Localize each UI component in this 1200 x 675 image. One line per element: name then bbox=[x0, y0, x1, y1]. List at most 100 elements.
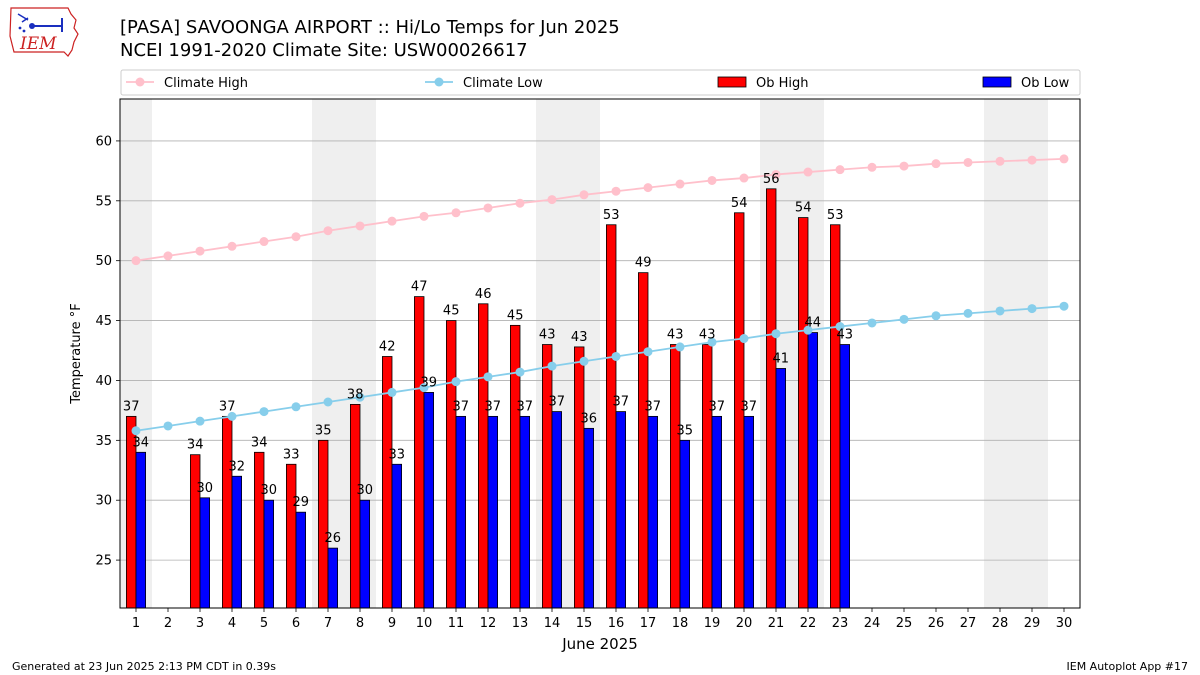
climate-high-point bbox=[931, 159, 941, 169]
ob-low-value-label: 26 bbox=[325, 531, 342, 546]
ob-low-bar bbox=[231, 475, 243, 609]
ob-high-bar bbox=[606, 224, 617, 609]
ob-low-bar bbox=[839, 344, 851, 609]
climate-low-point bbox=[387, 387, 397, 397]
ob-low-value-label: 33 bbox=[389, 447, 406, 462]
ob-high-bar bbox=[445, 320, 457, 609]
climate-low-point bbox=[611, 351, 621, 361]
x-tick-label: 27 bbox=[960, 616, 977, 631]
x-tick-label: 7 bbox=[324, 616, 332, 631]
ob-low-value-label: 30 bbox=[357, 483, 374, 498]
ob-low-value-label: 36 bbox=[581, 411, 598, 426]
x-tick-label: 2 bbox=[164, 616, 172, 631]
ob-low-value-label: 37 bbox=[709, 399, 726, 414]
x-tick-label: 11 bbox=[448, 616, 465, 631]
climate-low-point bbox=[291, 402, 301, 412]
y-tick-label: 40 bbox=[95, 374, 112, 389]
ob-low-value-label: 30 bbox=[197, 481, 214, 496]
ob-low-bar bbox=[583, 427, 595, 609]
y-tick-label: 25 bbox=[95, 554, 112, 569]
footer-generated: Generated at 23 Jun 2025 2:13 PM CDT in … bbox=[12, 660, 277, 673]
climate-high-point bbox=[771, 169, 781, 179]
ob-high-bar bbox=[477, 303, 489, 609]
climate-low-point bbox=[547, 361, 557, 371]
x-tick-label: 9 bbox=[388, 616, 396, 631]
x-tick-label: 26 bbox=[928, 616, 945, 631]
ob-high-value-label: 47 bbox=[411, 280, 428, 295]
climate-high-point bbox=[1059, 154, 1069, 164]
ob-low-bar bbox=[295, 511, 307, 609]
climate-high-point bbox=[643, 183, 653, 193]
climate-high-point bbox=[1027, 155, 1037, 165]
legend-ob-low-swatch bbox=[982, 76, 1012, 88]
climate-low-point bbox=[515, 367, 525, 377]
climate-high-point bbox=[611, 186, 621, 196]
ob-high-value-label: 43 bbox=[667, 328, 684, 343]
weekend-shade bbox=[984, 99, 1048, 608]
ob-low-value-label: 44 bbox=[805, 316, 822, 331]
footer-app-id: IEM Autoplot App #17 bbox=[1066, 660, 1189, 673]
ob-low-value-label: 29 bbox=[293, 495, 310, 510]
climate-low-point bbox=[227, 411, 237, 421]
chart-title: [PASA] SAVOONGA AIRPORT :: Hi/Lo Temps f… bbox=[120, 17, 620, 38]
iem-logo: IEM bbox=[8, 6, 82, 62]
ob-low-bar bbox=[807, 332, 819, 609]
ob-high-bar bbox=[285, 463, 297, 609]
ob-low-value-label: 30 bbox=[261, 483, 278, 498]
climate-high-point bbox=[163, 251, 173, 261]
ob-high-value-label: 54 bbox=[731, 196, 748, 211]
ob-high-value-label: 43 bbox=[699, 328, 716, 343]
climate-low-point bbox=[419, 383, 429, 393]
ob-high-value-label: 37 bbox=[219, 399, 236, 414]
climate-low-point bbox=[995, 306, 1005, 316]
ob-high-bar bbox=[413, 296, 425, 609]
ob-high-value-label: 34 bbox=[187, 438, 204, 453]
ob-high-bar bbox=[349, 403, 361, 609]
y-tick-label: 55 bbox=[95, 194, 112, 209]
ob-low-bar bbox=[135, 451, 147, 609]
x-tick-label: 29 bbox=[1024, 616, 1041, 631]
x-tick-label: 3 bbox=[196, 616, 204, 631]
x-tick-label: 19 bbox=[704, 616, 721, 631]
ob-high-value-label: 43 bbox=[539, 328, 556, 343]
ob-high-bar bbox=[542, 344, 553, 609]
climate-low-point bbox=[451, 377, 461, 387]
ob-low-bar bbox=[679, 439, 691, 609]
ob-low-bar bbox=[519, 415, 531, 609]
ob-high-bar bbox=[253, 451, 265, 609]
ob-low-value-label: 32 bbox=[229, 459, 246, 474]
climate-high-point bbox=[419, 211, 429, 221]
climate-low-point bbox=[355, 392, 365, 402]
x-tick-label: 1 bbox=[132, 616, 140, 631]
x-tick-label: 20 bbox=[736, 616, 753, 631]
climate-high-point bbox=[707, 175, 717, 185]
climate-high-point bbox=[355, 221, 365, 231]
climate-high-point bbox=[867, 162, 877, 172]
legend-climate-low-marker bbox=[434, 77, 444, 87]
climate-high-point bbox=[995, 156, 1005, 166]
ob-high-bar bbox=[798, 217, 809, 609]
ob-low-bar bbox=[775, 368, 787, 609]
x-tick-label: 23 bbox=[832, 616, 849, 631]
climate-low-point bbox=[707, 337, 717, 347]
legend-climate-high-label: Climate High bbox=[164, 76, 248, 91]
climate-low-point bbox=[963, 308, 973, 318]
climate-high-point bbox=[675, 179, 685, 189]
ob-high-value-label: 33 bbox=[283, 447, 300, 462]
x-tick-label: 22 bbox=[800, 616, 817, 631]
ob-low-bar bbox=[647, 415, 659, 609]
x-tick-label: 16 bbox=[608, 616, 625, 631]
ob-high-bar bbox=[766, 188, 777, 609]
climate-low-point bbox=[195, 416, 205, 426]
climate-low-point bbox=[163, 421, 173, 431]
climate-high-point bbox=[483, 203, 493, 213]
x-tick-label: 10 bbox=[416, 616, 433, 631]
climate-high-point bbox=[579, 190, 589, 200]
ob-high-bar bbox=[670, 344, 681, 609]
climate-high-point bbox=[451, 208, 461, 218]
ob-high-bar bbox=[317, 439, 329, 609]
y-tick-label: 45 bbox=[95, 314, 112, 329]
ob-low-value-label: 39 bbox=[421, 375, 438, 390]
x-tick-label: 12 bbox=[480, 616, 497, 631]
